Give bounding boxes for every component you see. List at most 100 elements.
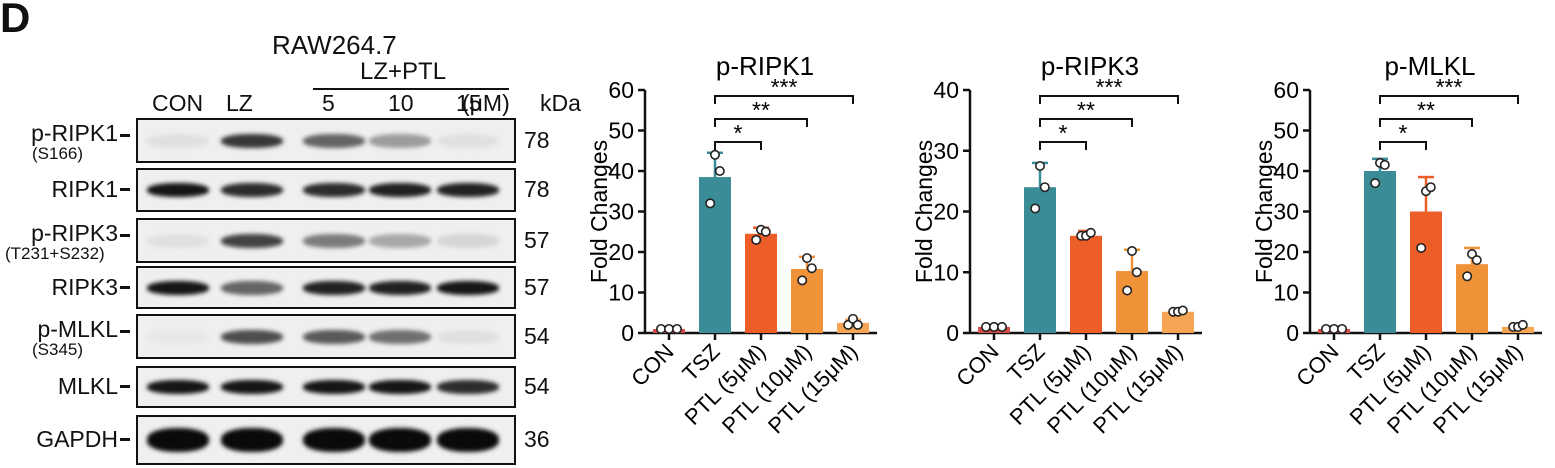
y-tick-label: 0 — [1286, 320, 1299, 346]
significance-label: * — [1399, 120, 1408, 146]
protein-band — [369, 329, 431, 344]
protein-band — [369, 183, 431, 197]
protein-band — [221, 428, 283, 452]
protein-band — [221, 380, 283, 394]
band-label: p-MLKL — [37, 316, 118, 342]
y-tick-label: 30 — [608, 199, 634, 225]
lane-label: LZ — [226, 90, 253, 116]
significance-bracket — [714, 118, 808, 127]
protein-band — [147, 329, 209, 344]
kda-value: 54 — [524, 373, 550, 399]
bar — [1410, 211, 1442, 333]
bar — [699, 177, 731, 333]
band-sublabel: (S166) — [32, 144, 84, 163]
protein-band — [303, 329, 365, 344]
bar — [1162, 311, 1194, 333]
data-point — [1416, 242, 1427, 253]
data-point — [751, 234, 762, 245]
bar — [745, 233, 777, 333]
kda-value: 57 — [524, 273, 550, 300]
band-label: RIPK3 — [51, 273, 118, 300]
protein-band — [437, 428, 499, 452]
data-point — [1471, 255, 1482, 266]
blot-strip — [136, 168, 516, 212]
blot-strip — [136, 366, 516, 408]
data-point — [1379, 159, 1390, 170]
significance-bracket — [1039, 141, 1087, 150]
significance-label: * — [1059, 120, 1068, 146]
bar — [791, 269, 823, 333]
significance-label: * — [734, 120, 743, 146]
y-tick-label: 20 — [1273, 239, 1299, 265]
data-point — [797, 275, 808, 286]
protein-band — [303, 428, 365, 452]
protein-band — [437, 133, 499, 148]
chart-title: p-MLKL — [1384, 51, 1475, 81]
blot-strip — [136, 314, 516, 359]
data-point — [806, 263, 817, 274]
data-point — [1039, 182, 1050, 193]
protein-band — [147, 183, 209, 197]
band-marker — [120, 285, 130, 289]
protein-band — [303, 183, 365, 197]
protein-band — [221, 329, 283, 344]
data-point — [1131, 267, 1142, 278]
band-label: GAPDH — [36, 426, 118, 452]
kda-header: kDa — [540, 90, 581, 116]
protein-band — [369, 280, 431, 295]
data-point — [664, 323, 675, 334]
protein-band — [437, 329, 499, 344]
protein-band — [369, 233, 431, 248]
y-tick-label: 40 — [608, 158, 634, 184]
band-marker — [120, 234, 130, 237]
data-point — [705, 198, 716, 209]
treatment-group-label: LZ+PTL — [360, 58, 447, 85]
data-point — [1370, 178, 1381, 189]
protein-band — [221, 133, 283, 148]
chart-title: p-RIPK1 — [716, 51, 814, 81]
data-point — [1517, 319, 1528, 330]
panel-letter: D — [0, 0, 31, 41]
band-label: p-RIPK3 — [31, 220, 118, 246]
cell-line-label: RAW264.7 — [272, 30, 397, 60]
significance-bracket — [1379, 141, 1427, 150]
y-tick-label: 0 — [946, 320, 959, 346]
protein-band — [437, 380, 499, 394]
data-point — [1085, 227, 1096, 238]
band-label: p-RIPK1 — [31, 120, 118, 146]
protein-band — [437, 280, 499, 295]
significance-label: *** — [771, 74, 798, 100]
protein-band — [221, 233, 283, 248]
data-point — [656, 323, 667, 334]
bar — [1024, 187, 1056, 333]
data-point — [1425, 182, 1436, 193]
protein-band — [303, 280, 365, 295]
significance-label: ** — [752, 97, 770, 123]
data-point — [981, 321, 992, 332]
bar — [1070, 235, 1102, 333]
y-tick-label: 30 — [933, 138, 959, 164]
protein-band — [437, 233, 499, 248]
y-axis-label: Fold Changes — [1251, 140, 1277, 283]
bar — [1456, 264, 1488, 333]
treatment-group-bracket — [313, 88, 509, 90]
chart-title: p-RIPK3 — [1041, 51, 1139, 81]
protein-band — [369, 133, 431, 148]
band-marker — [120, 330, 130, 333]
band-sublabel: (T231+S232) — [5, 244, 105, 263]
data-point — [1127, 245, 1138, 256]
data-point — [714, 166, 725, 177]
data-point — [710, 149, 721, 160]
band-label: RIPK1 — [51, 176, 118, 202]
band-marker — [120, 438, 130, 441]
band-sublabel: (S345) — [32, 340, 84, 359]
significance-label: *** — [1436, 74, 1463, 100]
significance-bracket — [1039, 95, 1179, 104]
protein-band — [303, 233, 365, 248]
y-tick-label: 10 — [933, 259, 959, 285]
protein-band — [221, 280, 283, 295]
data-point — [852, 319, 863, 330]
kda-value: 36 — [524, 426, 550, 452]
